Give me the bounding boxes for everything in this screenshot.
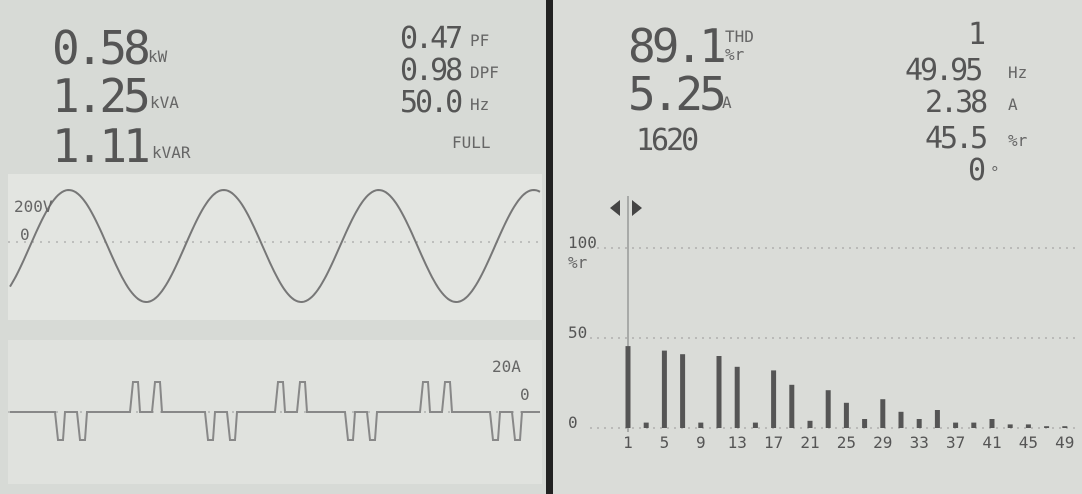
voltage-zero: 0 <box>20 225 30 244</box>
hz-value: 50.0 <box>400 85 462 120</box>
x-tick-label: 41 <box>982 433 1001 452</box>
bar <box>698 423 703 428</box>
x-tick-label: 25 <box>837 433 856 452</box>
kw-unit: kW <box>148 47 168 66</box>
thd-unit: THD <box>725 27 754 46</box>
bar <box>808 421 813 428</box>
kvar-unit: kVAR <box>152 143 191 162</box>
x-tick-label: 9 <box>696 433 706 452</box>
bar <box>1026 424 1031 428</box>
y-tick-label: 100 <box>568 233 597 252</box>
phase-unit: ° <box>990 163 1000 182</box>
hz-unit: Hz <box>470 95 489 114</box>
bar <box>717 356 722 428</box>
x-tick-label: 13 <box>728 433 747 452</box>
cursor-harmonic: 1 <box>968 17 985 52</box>
kvar-value: 1.11 <box>52 119 148 173</box>
y-tick-label: 50 <box>568 323 587 342</box>
bar <box>1008 424 1013 428</box>
x-tick-label: 17 <box>764 433 783 452</box>
bar <box>680 354 685 428</box>
thd-unit2: %r <box>725 45 745 64</box>
page: 0.58 kW 1.25 kVA 1.11 kVAR 0.47 PF 0.98 … <box>0 0 1082 494</box>
bar <box>626 346 631 428</box>
kva-unit: kVA <box>150 93 179 112</box>
bar <box>844 403 849 428</box>
voltage-scale: 200V <box>14 197 53 216</box>
bar <box>826 390 831 428</box>
pf-value: 0.47 <box>400 21 461 56</box>
bar <box>771 370 776 428</box>
dpf-value: 0.98 <box>400 53 462 88</box>
bar <box>753 423 758 428</box>
dpf-unit: DPF <box>470 63 499 82</box>
bar <box>880 399 885 428</box>
current-unit: A <box>722 93 732 112</box>
screens: 0.58 kW 1.25 kVA 1.11 kVAR 0.47 PF 0.98 … <box>0 0 1082 494</box>
pct-unit: %r <box>1008 131 1028 150</box>
bar <box>917 419 922 428</box>
bar <box>971 423 976 428</box>
pct-value: 45.5 <box>925 121 986 156</box>
mode: FULL <box>452 133 491 152</box>
amp-value: 2.38 <box>925 85 987 120</box>
bar <box>644 423 649 428</box>
x-tick-label: 33 <box>910 433 929 452</box>
bar <box>990 419 995 428</box>
bar <box>953 423 958 428</box>
x-tick-label: 5 <box>660 433 670 452</box>
bar <box>662 351 667 428</box>
amp-unit: A <box>1008 95 1018 114</box>
x-tick-label: 21 <box>800 433 819 452</box>
phase-value: 0 <box>968 153 985 188</box>
current-zero: 0 <box>520 385 530 404</box>
y-tick-label: 0 <box>568 413 578 432</box>
kva-value: 1.25 <box>52 69 148 123</box>
x-tick-label: 1 <box>623 433 633 452</box>
x-tick-label: 37 <box>946 433 965 452</box>
freq-value: 49.95 <box>905 53 981 88</box>
x-tick-label: 29 <box>873 433 892 452</box>
bar <box>735 367 740 428</box>
freq-unit: Hz <box>1008 63 1027 82</box>
kw-value: 0.58 <box>52 21 148 75</box>
y-label: %r <box>568 253 588 272</box>
bar <box>1062 426 1067 428</box>
bar <box>1044 426 1049 428</box>
pf-unit: PF <box>470 31 489 50</box>
x-tick-label: 49 <box>1055 433 1074 452</box>
x-tick-label: 45 <box>1019 433 1038 452</box>
bar <box>899 412 904 428</box>
current-scale: 20A <box>492 357 521 376</box>
bar <box>789 385 794 428</box>
bar <box>862 419 867 428</box>
bar <box>935 410 940 428</box>
peak-value: 1620 <box>636 123 698 158</box>
voltage-panel <box>8 174 542 320</box>
current-value: 5.25 <box>628 67 724 121</box>
thd-value: 89.1 <box>628 19 724 73</box>
